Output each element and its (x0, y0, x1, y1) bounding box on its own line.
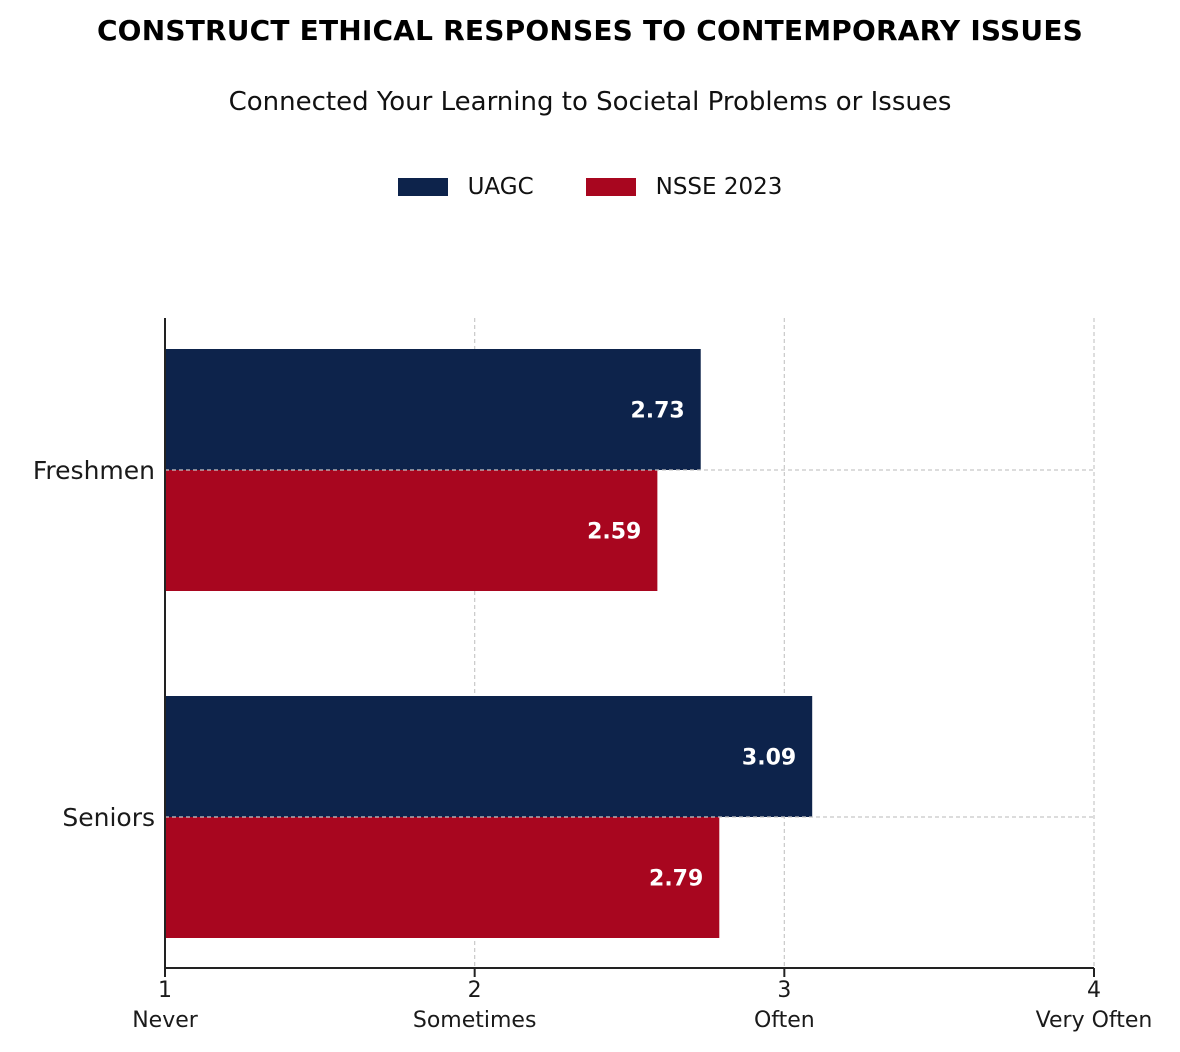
x-tick-label-1: Never (132, 1008, 199, 1033)
legend-swatch-nsse (585, 178, 636, 196)
category-label-seniors: Seniors (62, 803, 155, 832)
legend-swatch-uagc (397, 178, 448, 196)
legend: UAGC NSSE 2023 (0, 174, 1180, 200)
legend-item-uagc: UAGC (397, 174, 534, 200)
legend-label-uagc: UAGC (467, 174, 534, 200)
bar-uagc-seniors (165, 696, 813, 817)
bar-uagc-freshmen (165, 349, 701, 470)
legend-item-nsse: NSSE 2023 (585, 174, 783, 200)
bar-nsse-2023-freshmen (165, 470, 658, 591)
x-tick-number-3: 3 (777, 978, 791, 1003)
category-label-freshmen: Freshmen (33, 456, 155, 485)
chart-subtitle: Connected Your Learning to Societal Prob… (228, 87, 952, 117)
x-tick-number-1: 1 (158, 978, 172, 1003)
x-tick-label-4: Very Often (1036, 1008, 1153, 1033)
chart-title: CONSTRUCT ETHICAL RESPONSES TO CONTEMPOR… (96, 14, 1084, 47)
x-tick-label-2: Sometimes (413, 1008, 537, 1033)
legend-label-nsse: NSSE 2023 (655, 174, 783, 200)
x-tick-label-3: Often (754, 1008, 815, 1033)
data-label-uagc-seniors: 3.09 (742, 746, 796, 771)
x-tick-number-2: 2 (468, 978, 482, 1003)
data-label-uagc-freshmen: 2.73 (630, 399, 684, 424)
bar-nsse-2023-seniors (165, 817, 720, 938)
data-label-nsse-2023-seniors: 2.79 (649, 867, 703, 892)
data-label-nsse-2023-freshmen: 2.59 (587, 520, 641, 545)
x-tick-number-4: 4 (1087, 978, 1101, 1003)
